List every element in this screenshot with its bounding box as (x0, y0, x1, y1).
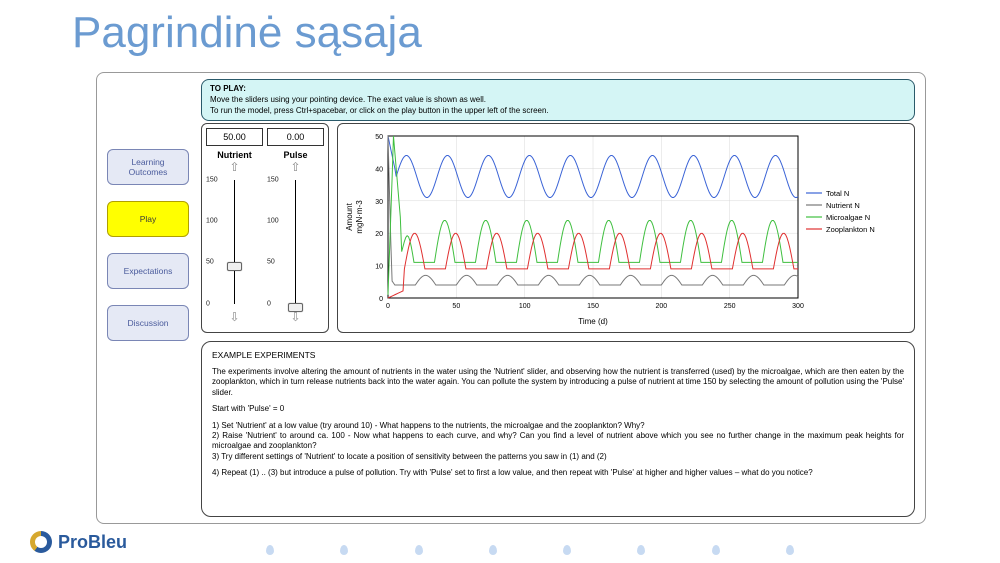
svg-text:100: 100 (519, 303, 531, 310)
decorative-dots (0, 545, 1000, 555)
sidebar-item-label: Learning Outcomes (129, 157, 168, 177)
svg-text:300: 300 (792, 303, 804, 310)
sidebar-item-label: Expectations (124, 266, 173, 276)
sidebar-item-label: Discussion (127, 318, 168, 328)
nutrient-slider-col: Nutrient ⇧ 150 100 50 0 ⇩ (206, 150, 263, 322)
instructions-line: To run the model, press Ctrl+spacebar, o… (210, 106, 549, 115)
experiments-title: EXAMPLE EXPERIMENTS (212, 350, 904, 361)
slider-down-icon[interactable]: ⇩ (206, 312, 263, 322)
svg-text:40: 40 (375, 166, 383, 173)
instructions-heading: TO PLAY: (210, 84, 246, 93)
svg-text:150: 150 (587, 303, 599, 310)
svg-text:10: 10 (375, 264, 383, 271)
pulse-slider-track[interactable] (295, 180, 296, 304)
pulse-readout: 0.00 (267, 128, 324, 146)
slider-down-icon[interactable]: ⇩ (267, 312, 324, 322)
sidebar-item-expectations[interactable]: Expectations (107, 253, 189, 289)
page-title: Pagrindinė sąsaja (72, 8, 422, 58)
nutrient-slider-track[interactable] (234, 180, 235, 304)
svg-text:30: 30 (375, 199, 383, 206)
nutrient-readout: 50.00 (206, 128, 263, 146)
svg-text:200: 200 (655, 303, 667, 310)
slider-up-icon[interactable]: ⇧ (206, 162, 263, 172)
svg-text:0: 0 (386, 303, 390, 310)
experiments-paragraph: Start with 'Pulse' = 0 (212, 404, 904, 414)
slider-panel: 50.00 0.00 Nutrient ⇧ 150 100 50 0 (201, 123, 329, 333)
instructions-banner: TO PLAY: Move the sliders using your poi… (201, 79, 915, 121)
svg-text:250: 250 (724, 303, 736, 310)
pulse-slider-label: Pulse (267, 150, 324, 160)
nutrient-ticks: 150 100 50 0 (206, 180, 226, 304)
chart-plot: 0 50 100 150 200 250 300 0 10 20 30 40 50 Time (d) Amo… (342, 128, 908, 328)
svg-text:50: 50 (375, 134, 383, 141)
experiments-paragraph: 4) Repeat (1) .. (3) but introduce a pul… (212, 468, 904, 478)
svg-text:Zooplankton N: Zooplankton N (826, 225, 875, 234)
svg-text:Nutrient N: Nutrient N (826, 201, 860, 210)
svg-text:AmountmgN·m-3: AmountmgN·m-3 (345, 200, 364, 234)
pulse-slider-thumb[interactable] (288, 303, 303, 312)
pulse-ticks: 150 100 50 0 (267, 180, 287, 304)
experiments-paragraph: 1) Set 'Nutrient' at a low value (try ar… (212, 421, 904, 431)
svg-text:Microalgae N: Microalgae N (826, 213, 870, 222)
sidebar: Learning Outcomes Play Expectations Disc… (107, 149, 189, 357)
svg-text:Time (d): Time (d) (578, 317, 608, 326)
svg-text:Total N: Total N (826, 189, 849, 198)
pulse-slider-col: Pulse ⇧ 150 100 50 0 ⇩ (267, 150, 324, 322)
svg-text:20: 20 (375, 231, 383, 238)
experiments-paragraph: 2) Raise 'Nutrient' to around ca. 100 - … (212, 431, 904, 452)
svg-text:0: 0 (379, 296, 383, 303)
sidebar-item-play[interactable]: Play (107, 201, 189, 237)
sidebar-item-discussion[interactable]: Discussion (107, 305, 189, 341)
chart-panel: 0 50 100 150 200 250 300 0 10 20 30 40 50 Time (d) Amo… (337, 123, 915, 333)
nutrient-slider-label: Nutrient (206, 150, 263, 160)
experiments-panel: EXAMPLE EXPERIMENTS The experiments invo… (201, 341, 915, 517)
nutrient-slider-thumb[interactable] (227, 262, 242, 271)
experiments-paragraph: 3) Try different settings of 'Nutrient' … (212, 452, 904, 462)
experiments-paragraph: The experiments involve altering the amo… (212, 367, 904, 398)
instructions-line: Move the sliders using your pointing dev… (210, 95, 486, 104)
svg-text:50: 50 (452, 303, 460, 310)
sidebar-item-label: Play (140, 214, 157, 224)
slider-up-icon[interactable]: ⇧ (267, 162, 324, 172)
app-frame: Learning Outcomes Play Expectations Disc… (96, 72, 926, 524)
sidebar-item-learning-outcomes[interactable]: Learning Outcomes (107, 149, 189, 185)
